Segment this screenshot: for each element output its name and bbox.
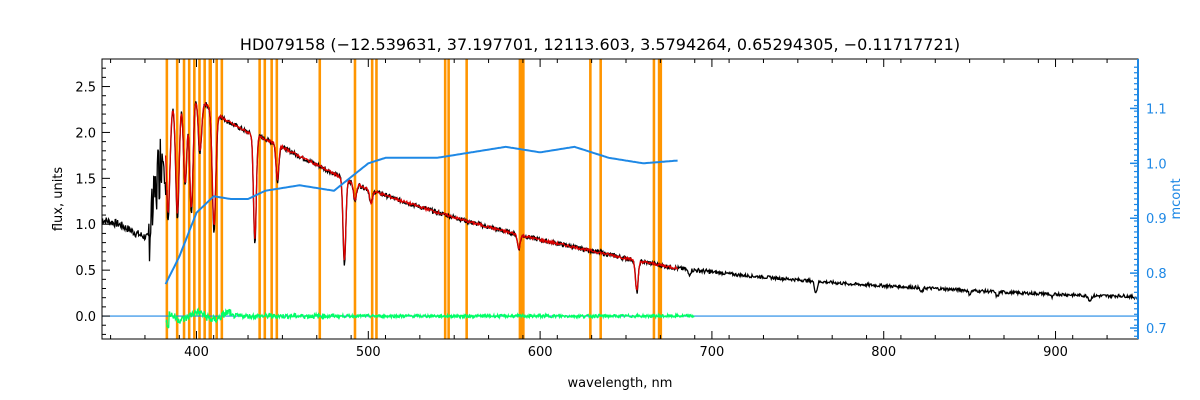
- model-spectrum-line: [164, 101, 679, 291]
- x-tick-label: 600: [528, 345, 553, 360]
- y-tick-label: 1.5: [75, 172, 96, 187]
- masked-region-band: [215, 59, 218, 339]
- y-axis-label: flux, units: [51, 167, 66, 232]
- y2-axis-label: mcont: [1169, 178, 1184, 219]
- masked-region-band: [270, 59, 273, 339]
- chart-title: HD079158 (−12.539631, 37.197701, 12113.6…: [240, 35, 960, 54]
- y-tick-label: 0.5: [75, 264, 96, 279]
- y-tick-label: 2.0: [75, 126, 96, 141]
- masked-region-band: [182, 59, 186, 339]
- y-tick-label: 2.5: [75, 81, 96, 96]
- masked-region-band: [652, 59, 656, 339]
- plot-frame: [101, 58, 1139, 340]
- masked-region-band: [518, 59, 525, 339]
- masked-region-band: [465, 59, 468, 339]
- x-axis-ticks: 400 500 600 700 800 900: [110, 59, 1108, 360]
- y2-tick-label: 1.1: [1146, 102, 1167, 117]
- masked-region-band: [263, 59, 267, 339]
- masked-region-band: [599, 59, 602, 339]
- masked-region-band: [187, 59, 191, 339]
- x-tick-label: 700: [700, 345, 725, 360]
- y2-tick-label: 1.0: [1146, 157, 1167, 172]
- observed-spectrum-line: [101, 101, 1139, 303]
- x-tick-label: 800: [871, 345, 896, 360]
- y-tick-label: 0.0: [75, 310, 96, 325]
- y-axis-ticks: 0.0 0.5 1.0 1.5 2.0 2.5: [75, 67, 110, 335]
- masked-region-band: [375, 59, 378, 339]
- y2-axis-ticks: 0.7 0.8 0.9 1.0 1.1: [1130, 59, 1167, 339]
- y2-tick-label: 0.7: [1146, 322, 1167, 337]
- masked-region-band: [589, 59, 592, 339]
- y-tick-label: 1.0: [75, 218, 96, 233]
- masked-region-band: [318, 59, 322, 339]
- masked-region-band: [220, 59, 224, 339]
- masked-region-band: [198, 59, 201, 339]
- y2-tick-label: 0.9: [1146, 212, 1167, 227]
- masked-region-band: [203, 59, 206, 339]
- residual-line: [165, 307, 695, 329]
- series-layer: [101, 101, 1139, 329]
- masked-region-band: [447, 59, 450, 339]
- x-tick-label: 900: [1043, 345, 1068, 360]
- x-tick-label: 400: [184, 345, 209, 360]
- masked-region-band: [193, 59, 196, 339]
- y2-tick-label: 0.8: [1146, 267, 1167, 282]
- mcont-curve: [164, 145, 678, 285]
- masked-region-band: [657, 59, 663, 339]
- masked-region-band: [443, 59, 447, 339]
- masked-region-band: [275, 59, 279, 339]
- x-axis-label: wavelength, nm: [568, 376, 673, 391]
- x-tick-label: 500: [356, 345, 381, 360]
- masked-region-band: [258, 59, 261, 339]
